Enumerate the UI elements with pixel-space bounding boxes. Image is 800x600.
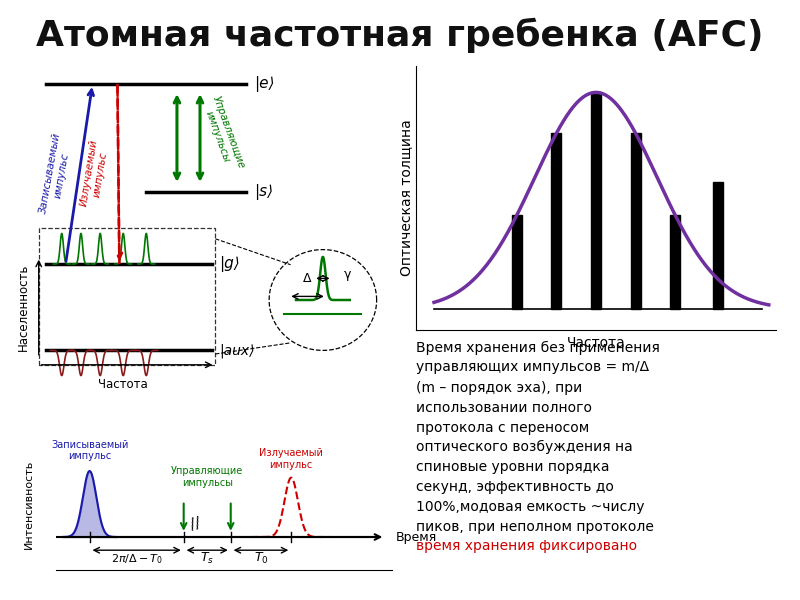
Text: Излучаемый
импульс: Излучаемый импульс (259, 448, 323, 470)
Text: $T_0$: $T_0$ (254, 551, 268, 566)
Text: 100%,модовая емкость ~числу: 100%,модовая емкость ~числу (416, 500, 645, 514)
Text: Излучаемый
импульс: Излучаемый импульс (78, 139, 110, 209)
Text: (m – порядок эха), при: (m – порядок эха), при (416, 381, 582, 395)
Text: Управляющие
импульсы: Управляющие импульсы (200, 95, 246, 174)
Text: Записываемый
импульс: Записываемый импульс (38, 131, 74, 217)
Bar (591, 92, 601, 309)
Text: Время: Время (395, 530, 437, 544)
Text: |g⟩: |g⟩ (219, 256, 240, 272)
Text: γ: γ (344, 268, 351, 281)
Bar (670, 215, 680, 309)
Text: Атомная частотная гребенка (AFC): Атомная частотная гребенка (AFC) (36, 18, 764, 53)
Text: Управляющие
импульсы: Управляющие импульсы (171, 466, 243, 487)
Text: Частота: Частота (98, 378, 148, 391)
Text: использовании полного: использовании полного (416, 401, 592, 415)
Bar (512, 215, 522, 309)
Text: пиков, при неполном протоколе: пиков, при неполном протоколе (416, 520, 654, 533)
Bar (551, 133, 562, 309)
Y-axis label: Оптическая толщина: Оптическая толщина (399, 119, 414, 277)
Text: спиновые уровни порядка: спиновые уровни порядка (416, 460, 610, 474)
Text: //: // (189, 516, 202, 533)
Text: Время хранения без применения: Время хранения без применения (416, 341, 660, 355)
Text: |aux⟩: |aux⟩ (219, 343, 254, 358)
Text: |e⟩: |e⟩ (254, 76, 274, 92)
Bar (714, 182, 723, 309)
Text: протокола с переносом: протокола с переносом (416, 421, 590, 434)
Text: $T_s$: $T_s$ (200, 551, 214, 566)
Text: секунд, эффективность до: секунд, эффективность до (416, 480, 614, 494)
Text: Населенность: Населенность (17, 263, 30, 351)
Text: Δ: Δ (303, 272, 312, 285)
Text: управляющих импульсов = m/Δ: управляющих импульсов = m/Δ (416, 360, 649, 374)
Text: $2\pi/\Delta - T_0$: $2\pi/\Delta - T_0$ (110, 552, 162, 566)
Bar (630, 133, 641, 309)
Text: Записываемый
импульс: Записываемый импульс (51, 439, 128, 461)
Text: |s⟩: |s⟩ (254, 184, 273, 200)
Text: время хранения фиксировано: время хранения фиксировано (416, 539, 637, 553)
Text: Интенсивность: Интенсивность (24, 460, 34, 548)
X-axis label: Частота: Частота (566, 335, 626, 350)
Text: оптического возбуждения на: оптического возбуждения на (416, 440, 633, 454)
